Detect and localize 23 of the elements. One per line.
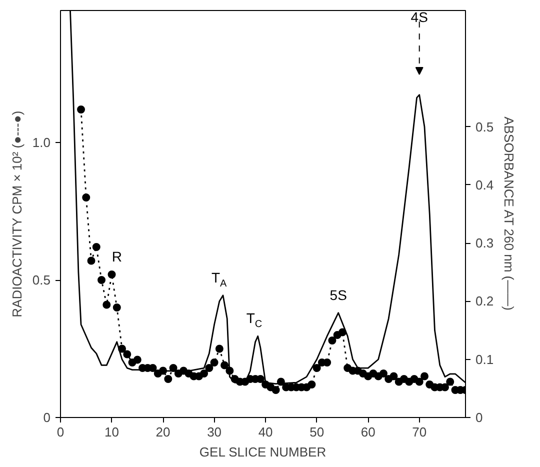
y-tick-label: 0	[43, 410, 51, 425]
y-tick-label: 0.5	[32, 272, 51, 288]
y2-tick-label: 0.5	[476, 119, 494, 134]
x-tick-label: 20	[156, 424, 170, 440]
x-axis-title: GEL SLICE NUMBER	[199, 444, 326, 460]
x-tick-label: 60	[360, 424, 376, 440]
y2-axis-title: ABSORBANCE AT 260 nm (——)	[502, 116, 517, 310]
y2-tick-label: 0.2	[476, 294, 494, 309]
annotation: 5S	[330, 286, 347, 303]
y2-tick-label: 0.4	[476, 177, 494, 192]
y2-tick-label: 0.1	[476, 352, 494, 367]
y-tick-label: 1.0	[32, 135, 51, 150]
y2-tick-label: 0	[476, 410, 483, 425]
x-tick-label: 30	[207, 424, 222, 440]
y2-tick-label: 0.3	[476, 236, 494, 251]
x-tick-label: 70	[412, 424, 427, 440]
x-tick-label: 40	[258, 424, 273, 440]
x-tick-label: 10	[104, 424, 120, 440]
annotation: R	[112, 248, 122, 264]
y-axis-title: RADIOACTIVITY CPM × 10² (●---●)	[9, 110, 24, 318]
annotation: 4S	[410, 8, 428, 25]
x-tick-label: 0	[56, 424, 64, 440]
x-tick-label: 50	[310, 424, 324, 440]
